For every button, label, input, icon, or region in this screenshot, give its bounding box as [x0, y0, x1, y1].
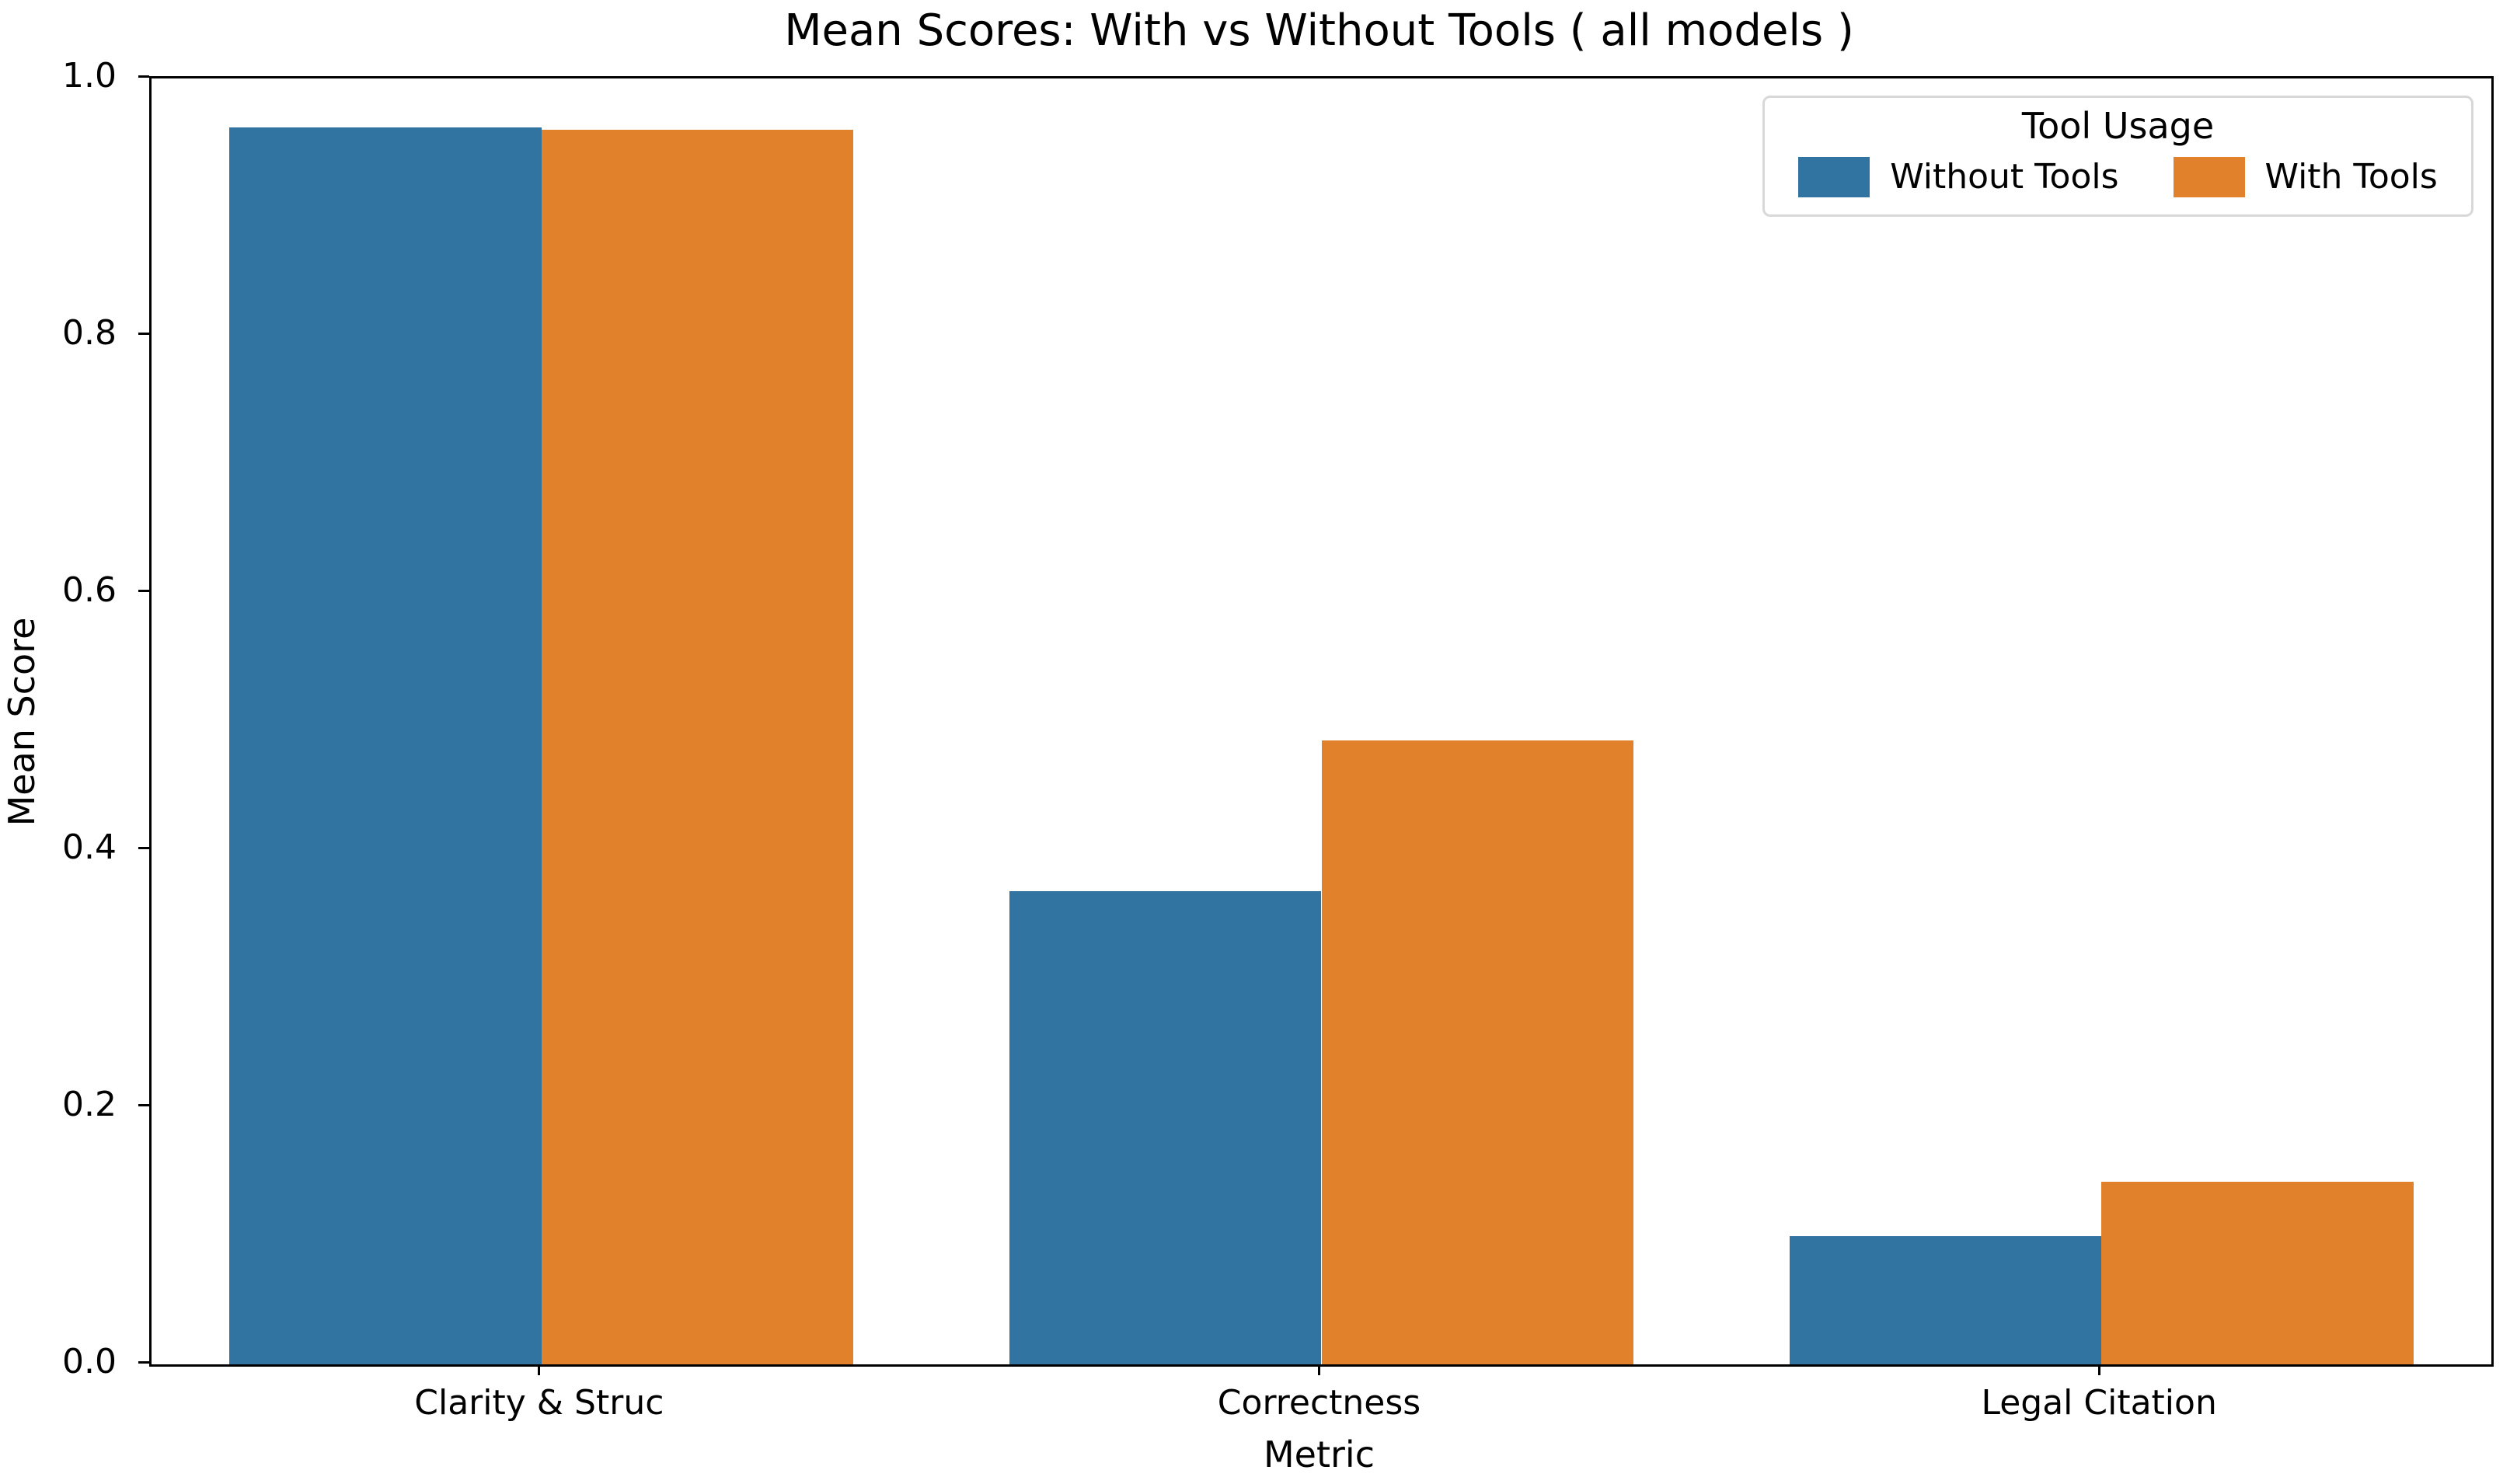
y-tick-label-1-0: 1.0: [62, 56, 117, 96]
y-tick-mark-0-2: [138, 1103, 149, 1106]
y-tick-mark-0-4: [138, 846, 149, 849]
legend-label-without-tools: Without Tools: [1890, 157, 2119, 197]
x-tick-mark-clarity-struc: [538, 1364, 541, 1375]
bar-with-tools-clarity-struc: [541, 130, 854, 1364]
y-tick-mark-0-0: [138, 1360, 149, 1364]
bar-without-tools-legal-citation: [1789, 1235, 2102, 1364]
y-tick-label-0-8: 0.8: [62, 313, 117, 353]
legend-label-with-tools: With Tools: [2264, 157, 2438, 197]
y-tick-mark-1-0: [138, 75, 149, 78]
chart-title: Mean Scores: With vs Without Tools ( all…: [784, 5, 1854, 56]
y-tick-label-0-2: 0.2: [62, 1085, 117, 1124]
bar-with-tools-correctness: [1321, 740, 1633, 1364]
y-tick-label-0-4: 0.4: [62, 827, 117, 867]
x-tick-label-correctness: Correctness: [1217, 1383, 1421, 1423]
y-tick-mark-0-8: [138, 332, 149, 335]
x-tick-mark-correctness: [1318, 1364, 1320, 1375]
legend-items: Without Tools With Tools: [1798, 157, 2438, 197]
bar-with-tools-legal-citation: [2101, 1182, 2414, 1364]
x-axis-label: Metric: [1263, 1433, 1375, 1475]
bar-without-tools-correctness: [1009, 890, 1322, 1364]
legend-swatch-with-tools-icon: [2173, 157, 2245, 197]
legend-title: Tool Usage: [2021, 105, 2215, 147]
x-tick-label-legal-citation: Legal Citation: [1981, 1383, 2217, 1423]
x-tick-mark-legal-citation: [2097, 1364, 2100, 1375]
bar-without-tools-clarity-struc: [229, 127, 542, 1364]
y-tick-label-0-6: 0.6: [62, 570, 117, 610]
y-tick-mark-0-6: [138, 589, 149, 592]
plot-area: [149, 76, 2494, 1367]
legend-item-without-tools: Without Tools: [1798, 157, 2119, 197]
legend-item-with-tools: With Tools: [2173, 157, 2438, 197]
y-tick-label-0-0: 0.0: [62, 1342, 117, 1381]
legend-swatch-without-tools-icon: [1798, 157, 1870, 197]
legend: Tool Usage Without Tools With Tools: [1762, 96, 2473, 217]
x-tick-label-clarity-struc: Clarity & Struc: [414, 1383, 664, 1423]
